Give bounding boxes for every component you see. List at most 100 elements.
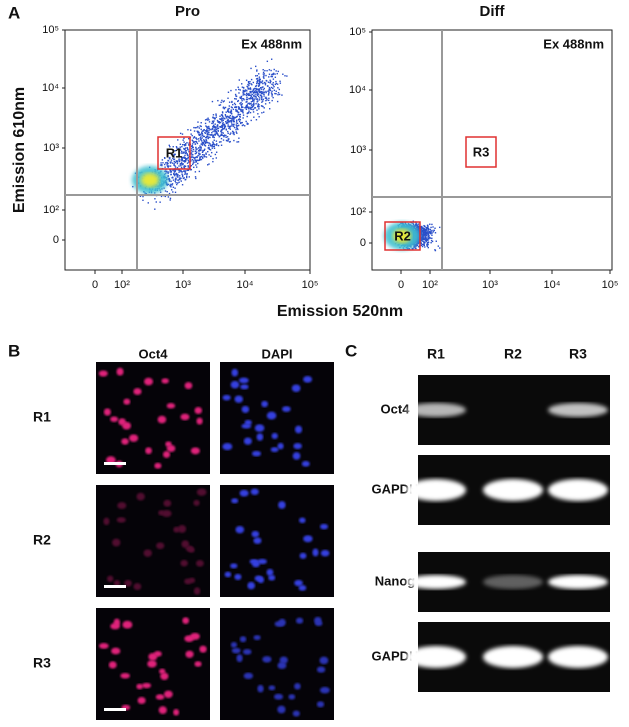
column-label: Oct4 <box>139 346 169 361</box>
scale-bar <box>104 462 126 465</box>
annotation: Ex 488nm <box>543 36 604 51</box>
dot <box>271 59 272 60</box>
dot <box>265 91 266 92</box>
cell <box>173 527 180 533</box>
dot <box>227 109 228 110</box>
dot <box>269 74 270 75</box>
dot <box>265 100 266 101</box>
dot <box>270 70 271 71</box>
dot <box>247 123 248 124</box>
band <box>548 403 608 417</box>
dot <box>175 166 176 167</box>
cell <box>194 661 201 667</box>
cell <box>145 447 152 454</box>
dot <box>242 86 243 87</box>
dot <box>166 191 167 192</box>
dot <box>212 128 213 129</box>
dot <box>184 148 185 149</box>
cell <box>262 656 271 662</box>
dot <box>182 133 183 134</box>
dot <box>255 66 256 67</box>
dot <box>186 176 187 177</box>
dot <box>216 116 217 117</box>
cell <box>184 635 194 642</box>
dot <box>174 161 175 162</box>
dot <box>268 100 269 101</box>
dot <box>180 133 181 134</box>
dot <box>261 93 262 94</box>
dot <box>263 77 264 78</box>
dot <box>171 189 172 190</box>
dot <box>252 98 253 99</box>
dot <box>423 235 424 236</box>
dot <box>264 82 265 83</box>
cell <box>240 636 247 642</box>
cell <box>251 489 259 495</box>
dot <box>221 120 222 121</box>
dot <box>258 89 259 90</box>
cell <box>242 406 250 413</box>
dot <box>184 174 185 175</box>
dot <box>195 153 196 154</box>
dot <box>231 113 232 114</box>
dot <box>183 151 184 152</box>
dot <box>236 133 237 134</box>
dot <box>239 121 240 122</box>
dot <box>191 146 192 147</box>
dot <box>192 159 193 160</box>
dot <box>170 198 171 199</box>
dot <box>182 175 183 176</box>
dot <box>260 87 261 88</box>
dot <box>166 171 167 172</box>
dot <box>187 129 188 130</box>
dot <box>210 129 211 130</box>
dot <box>427 242 428 243</box>
dot <box>170 181 171 182</box>
x-tick-label: 10⁴ <box>544 279 561 291</box>
dot <box>421 244 422 245</box>
dot <box>161 164 162 165</box>
dot <box>201 143 202 144</box>
cell <box>180 414 189 421</box>
dot <box>248 111 249 112</box>
cell <box>277 706 285 714</box>
dot <box>212 147 213 148</box>
cell <box>293 710 300 716</box>
dot <box>198 140 199 141</box>
cell <box>156 694 165 700</box>
dot <box>248 93 249 94</box>
scale-bar <box>104 585 126 588</box>
cell <box>120 673 130 679</box>
cell <box>231 498 238 503</box>
dot <box>250 83 251 84</box>
dot <box>429 229 430 230</box>
dot <box>218 145 219 146</box>
dot <box>250 95 251 96</box>
dot <box>208 138 209 139</box>
dot <box>427 233 428 234</box>
cell <box>165 441 172 447</box>
dot <box>225 135 226 136</box>
dot <box>274 90 275 91</box>
cell <box>230 563 237 568</box>
x-tick-label: 10⁴ <box>237 279 254 291</box>
dot <box>238 141 239 142</box>
lane-label: R2 <box>504 346 522 362</box>
cell <box>112 539 120 547</box>
dot <box>415 248 416 249</box>
cell <box>123 399 130 405</box>
dot <box>185 143 186 144</box>
dot <box>257 75 258 76</box>
dot <box>142 196 143 197</box>
dot <box>199 150 200 151</box>
cell <box>296 618 303 624</box>
cell <box>303 535 312 542</box>
dot <box>178 182 179 183</box>
dot <box>236 126 237 127</box>
dot <box>202 152 203 153</box>
dot <box>198 132 199 133</box>
dot <box>426 228 427 229</box>
dot <box>229 102 230 103</box>
panel-label: C <box>345 341 357 360</box>
dot <box>243 99 244 100</box>
